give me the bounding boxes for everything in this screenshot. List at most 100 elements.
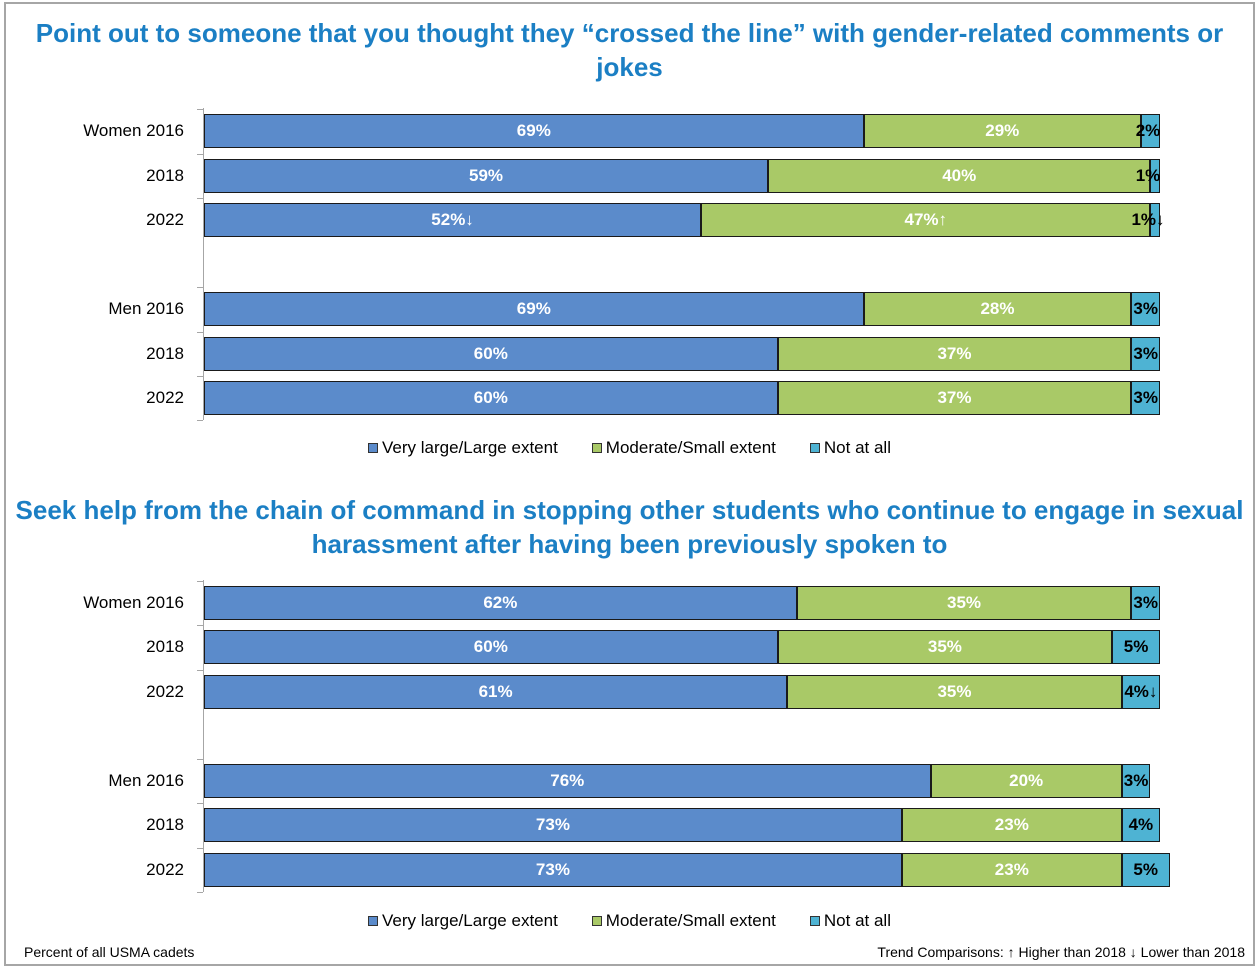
data-label: 35% bbox=[927, 637, 962, 656]
axis-tick bbox=[197, 625, 203, 626]
category-label: 2018 bbox=[146, 344, 184, 363]
bar-segment-very-large bbox=[204, 630, 778, 664]
bar-segment-moderate bbox=[796, 586, 1132, 620]
bar-segment-not-at-all bbox=[1131, 586, 1160, 620]
chart-1-legend: Very large/Large extent Moderate/Small e… bbox=[0, 438, 1259, 458]
legend-swatch-very-large bbox=[368, 443, 379, 453]
data-label: 40% bbox=[942, 166, 977, 185]
category-label: 2018 bbox=[146, 166, 184, 185]
bar-segment-not-at-all bbox=[1121, 764, 1151, 798]
legend-item-moderate: Moderate/Small extent bbox=[591, 438, 776, 458]
data-label: 37% bbox=[937, 344, 972, 363]
axis-tick bbox=[197, 670, 203, 671]
legend-swatch-not-at-all bbox=[809, 916, 820, 926]
legend-label-not-at-all: Not at all bbox=[823, 911, 891, 930]
legend-label-not-at-all: Not at all bbox=[823, 438, 891, 457]
legend-item-moderate: Moderate/Small extent bbox=[591, 911, 776, 931]
axis-tick bbox=[197, 376, 203, 377]
axis-tick bbox=[197, 109, 203, 110]
category-axis bbox=[203, 108, 204, 420]
category-label: 2022 bbox=[146, 388, 184, 407]
data-label: 59% bbox=[469, 166, 504, 185]
legend-label-very-large: Very large/Large extent bbox=[382, 438, 558, 457]
data-label: 73% bbox=[535, 860, 570, 879]
legend-swatch-moderate bbox=[591, 443, 602, 453]
data-label: 73% bbox=[535, 815, 570, 834]
legend-label-moderate: Moderate/Small extent bbox=[605, 911, 776, 930]
category-label: Women 2016 bbox=[83, 593, 184, 612]
category-label: Men 2016 bbox=[108, 771, 184, 790]
legend-item-not-at-all: Not at all bbox=[809, 438, 891, 458]
bar-segment-not-at-all bbox=[1131, 292, 1160, 326]
data-label: 1% bbox=[1135, 166, 1161, 185]
data-label: 60% bbox=[473, 388, 508, 407]
bar-segment-not-at-all bbox=[1131, 381, 1160, 415]
data-label: 47%↑ bbox=[904, 210, 948, 229]
axis-tick bbox=[197, 154, 203, 155]
chart-frame bbox=[4, 2, 1255, 966]
data-label: 60% bbox=[473, 637, 508, 656]
category-label: 2018 bbox=[146, 637, 184, 656]
category-label: Men 2016 bbox=[108, 299, 184, 318]
axis-tick bbox=[197, 892, 203, 893]
data-label: 1%↓ bbox=[1131, 210, 1165, 229]
data-label: 3% bbox=[1133, 299, 1158, 318]
category-label: 2022 bbox=[146, 682, 184, 701]
bar-segment-moderate bbox=[901, 853, 1122, 887]
category-label: Women 2016 bbox=[83, 121, 184, 140]
bar-segment-not-at-all bbox=[1121, 853, 1170, 887]
chart-1-title: Point out to someone that you thought th… bbox=[35, 18, 1224, 82]
bar-segment-moderate bbox=[777, 337, 1132, 371]
legend-item-very-large: Very large/Large extent bbox=[368, 911, 558, 931]
category-axis bbox=[203, 580, 204, 892]
bar-segment-very-large bbox=[204, 853, 902, 887]
axis-tick bbox=[197, 848, 203, 849]
bar-segment-very-large bbox=[204, 292, 864, 326]
data-label: 61% bbox=[478, 682, 513, 701]
data-label: 4% bbox=[1128, 815, 1154, 834]
data-label: 35% bbox=[947, 593, 982, 612]
bar-segment-very-large bbox=[204, 675, 788, 709]
bar-segment-not-at-all bbox=[1150, 203, 1160, 237]
axis-tick bbox=[197, 759, 203, 760]
data-label: 37% bbox=[937, 388, 972, 407]
data-label: 76% bbox=[550, 771, 585, 790]
bar-segment-not-at-all bbox=[1150, 159, 1160, 193]
data-label: 3% bbox=[1133, 388, 1158, 407]
bar-segment-moderate bbox=[863, 114, 1141, 148]
data-label: 23% bbox=[994, 860, 1029, 879]
legend-item-not-at-all: Not at all bbox=[809, 911, 891, 931]
category-label: 2022 bbox=[146, 210, 184, 229]
axis-tick bbox=[197, 803, 203, 804]
data-label: 2% bbox=[1135, 121, 1161, 140]
bar-segment-moderate bbox=[930, 764, 1122, 798]
chart-2-legend: Very large/Large extent Moderate/Small e… bbox=[0, 911, 1259, 931]
data-label: 69% bbox=[516, 121, 551, 140]
data-label: 60% bbox=[473, 344, 508, 363]
bar-segment-moderate bbox=[768, 159, 1151, 193]
footer-note: Percent of all USMA cadets bbox=[24, 944, 195, 960]
trend-comparisons-note: Trend Comparisons: ↑ Higher than 2018 ↓ … bbox=[877, 944, 1245, 960]
bar-segment-very-large bbox=[204, 114, 864, 148]
bar-segment-not-at-all bbox=[1131, 337, 1160, 371]
data-label: 23% bbox=[994, 815, 1029, 834]
data-label: 4%↓ bbox=[1124, 682, 1158, 701]
bar-segment-very-large bbox=[204, 203, 702, 237]
category-label: 2022 bbox=[146, 860, 184, 879]
bar-segment-moderate bbox=[777, 381, 1132, 415]
legend-swatch-not-at-all bbox=[809, 443, 820, 453]
data-label: 5% bbox=[1133, 860, 1158, 879]
bar-segment-moderate bbox=[787, 675, 1122, 709]
legend-swatch-moderate bbox=[591, 916, 602, 926]
bar-segment-very-large bbox=[204, 586, 797, 620]
data-label: 3% bbox=[1123, 771, 1149, 790]
bar-segment-moderate bbox=[863, 292, 1132, 326]
data-label: 62% bbox=[483, 593, 518, 612]
legend-swatch-very-large bbox=[368, 916, 379, 926]
data-label: 28% bbox=[980, 299, 1015, 318]
bar-segment-moderate bbox=[777, 630, 1113, 664]
bar-segment-very-large bbox=[204, 808, 902, 842]
bar-segment-not-at-all bbox=[1112, 630, 1160, 664]
bar-segment-very-large bbox=[204, 159, 769, 193]
category-label: 2018 bbox=[146, 815, 184, 834]
